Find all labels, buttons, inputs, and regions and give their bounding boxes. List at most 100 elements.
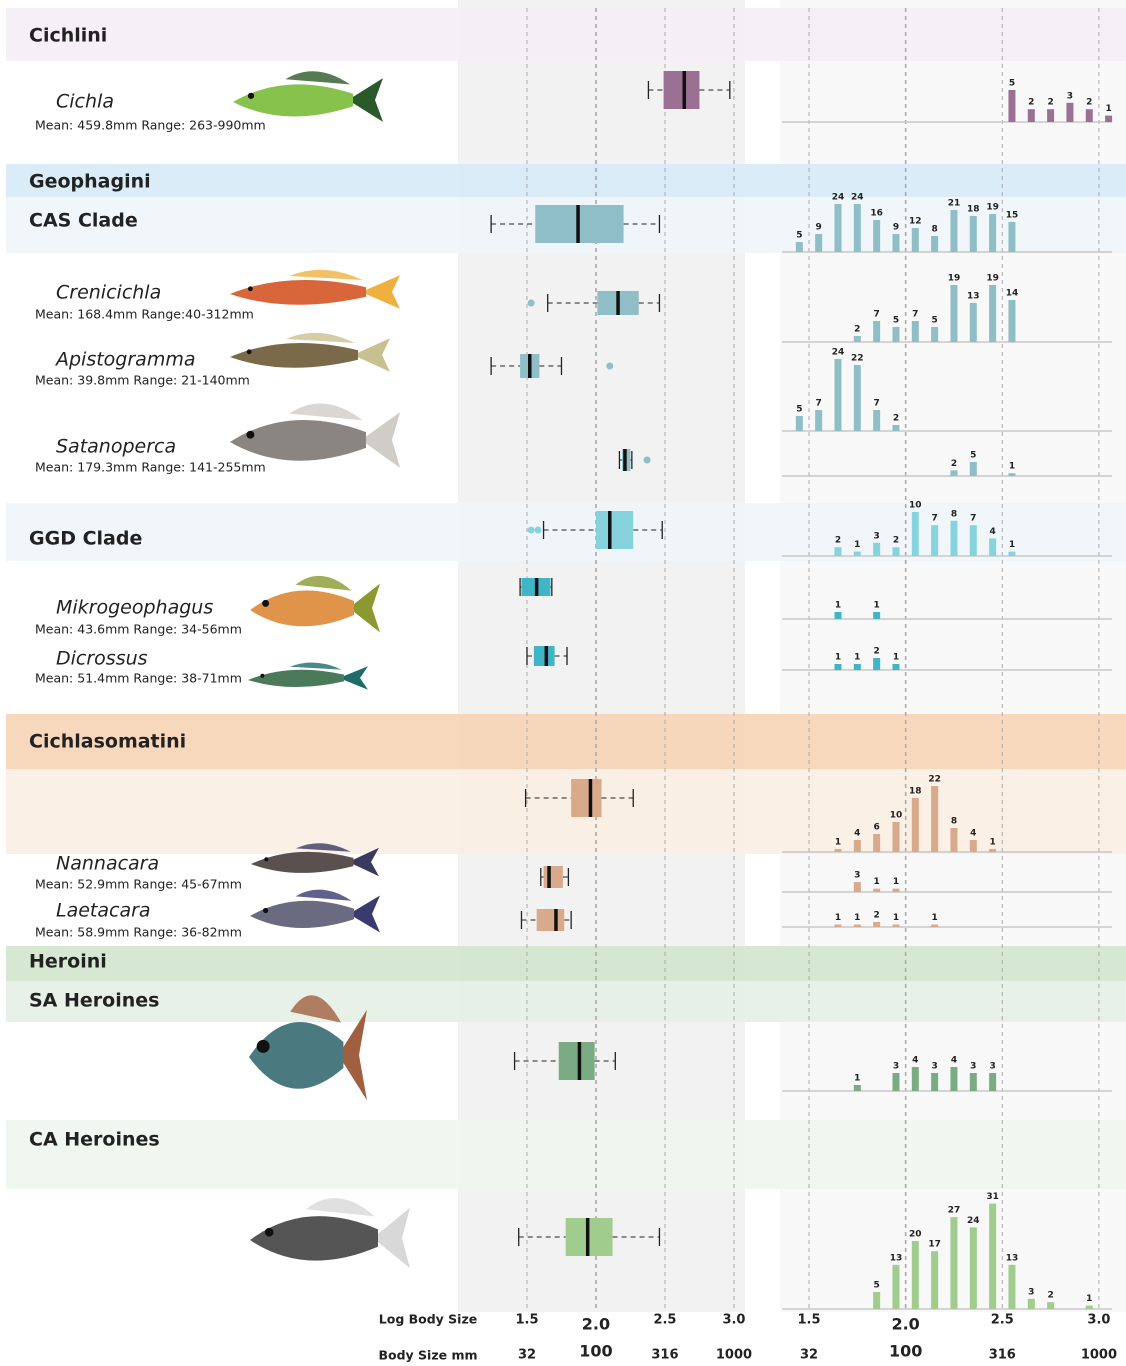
hist-bar — [873, 658, 881, 670]
count-label: 2 — [874, 647, 880, 657]
tribe-label: Heroini — [29, 951, 107, 973]
hist-bar — [834, 359, 842, 431]
count-label: 3 — [932, 1062, 938, 1072]
hist-bar — [873, 834, 881, 852]
fish-body — [233, 84, 353, 117]
hist-bar — [950, 1217, 958, 1309]
box — [543, 866, 563, 888]
hist-bar — [834, 849, 842, 852]
x-tick-label: 3.0 — [1087, 1313, 1110, 1328]
hist-bar — [931, 1251, 939, 1309]
genus-summary: Mean: 168.4mm Range:40-312mm — [35, 307, 254, 322]
row-band — [6, 714, 1126, 769]
count-label: 19 — [986, 203, 999, 213]
x2-tick-label: 1000 — [716, 1348, 752, 1363]
hist-bar — [834, 612, 842, 619]
hist-bar — [1008, 473, 1016, 476]
fish-eye — [262, 907, 269, 914]
x2-tick-label: 316 — [651, 1348, 678, 1363]
hist-bar — [969, 1227, 977, 1309]
fish-tail — [349, 895, 380, 933]
fish-eye — [246, 430, 255, 439]
tribe-label: Cichlini — [29, 25, 107, 47]
hist-bar — [911, 1241, 919, 1309]
genus-label: Laetacara — [56, 900, 151, 922]
count-label: 3 — [1067, 91, 1073, 101]
fish-illustration — [249, 995, 367, 1101]
hist-bar — [853, 664, 861, 670]
hist-bar — [911, 512, 919, 556]
hist-bar — [969, 303, 977, 342]
count-label: 7 — [970, 514, 976, 524]
count-label: 21 — [948, 199, 961, 209]
fish-eye — [247, 92, 255, 99]
count-label: 5 — [970, 451, 976, 461]
genus-label: Satanoperca — [56, 436, 176, 458]
fish-eye — [264, 857, 269, 862]
hist-bar — [834, 664, 842, 670]
count-label: 2 — [951, 459, 957, 469]
hist-bar — [931, 1073, 939, 1091]
count-label: 16 — [870, 209, 883, 219]
fish-body — [230, 420, 366, 461]
genus-summary: Mean: 51.4mm Range: 38-71mm — [35, 671, 242, 686]
hist-bar — [969, 1073, 977, 1091]
count-label: 24 — [832, 193, 845, 203]
count-label: 24 — [967, 1216, 980, 1226]
genus-summary: Mean: 43.6mm Range: 34-56mm — [35, 622, 242, 637]
hist-bar — [1027, 1298, 1035, 1309]
outlier — [606, 362, 614, 370]
row-band — [6, 503, 1126, 561]
hist-bar — [950, 285, 958, 342]
box — [663, 71, 700, 109]
fish-illustration — [230, 403, 400, 468]
hist-bar — [1047, 109, 1055, 122]
hist-bar — [950, 520, 958, 556]
count-label: 5 — [874, 1281, 880, 1291]
fish-illustration — [250, 575, 380, 633]
clade-label: CAS Clade — [29, 210, 138, 232]
fish-fin — [289, 269, 363, 280]
count-label: 6 — [874, 823, 880, 833]
box — [595, 511, 634, 549]
count-label: 2 — [854, 325, 860, 335]
hist-bar — [1008, 90, 1016, 122]
count-label: 3 — [970, 1062, 976, 1072]
hist-bar — [950, 828, 958, 852]
count-label: 4 — [854, 829, 860, 839]
fish-illustration — [250, 889, 380, 933]
count-label: 4 — [912, 1056, 918, 1066]
count-label: 22 — [928, 775, 941, 785]
count-label: 14 — [1006, 289, 1019, 299]
hist-bar — [892, 234, 900, 252]
row-band — [6, 1120, 1126, 1189]
hist-bar — [969, 525, 977, 556]
count-label: 3 — [874, 531, 880, 541]
count-label: 19 — [986, 274, 999, 284]
hist-bar — [989, 849, 997, 852]
hist-bar — [1105, 115, 1113, 122]
count-label: 9 — [816, 223, 822, 233]
count-label: 13 — [890, 1253, 903, 1263]
fish-eye — [262, 599, 270, 607]
hist-bar — [834, 547, 842, 556]
hist-bar — [989, 214, 997, 252]
count-label: 9 — [893, 223, 899, 233]
genus-summary: Mean: 52.9mm Range: 45-67mm — [35, 877, 242, 892]
hist-bar — [892, 1264, 900, 1309]
hist-bar — [1066, 102, 1074, 122]
count-label: 2 — [893, 536, 899, 546]
count-label: 8 — [951, 817, 957, 827]
x-tick-label: 2.5 — [991, 1313, 1014, 1328]
fish-tail — [349, 583, 380, 633]
outlier — [527, 526, 535, 534]
x2-tick-label: 32 — [518, 1348, 536, 1363]
count-label: 3 — [1028, 1287, 1034, 1297]
hist-bar — [969, 840, 977, 852]
hist-bar — [1008, 222, 1016, 252]
count-label: 15 — [1006, 211, 1019, 221]
count-label: 1 — [854, 653, 860, 663]
hist-bar — [892, 327, 900, 342]
fish-fin — [295, 575, 352, 591]
